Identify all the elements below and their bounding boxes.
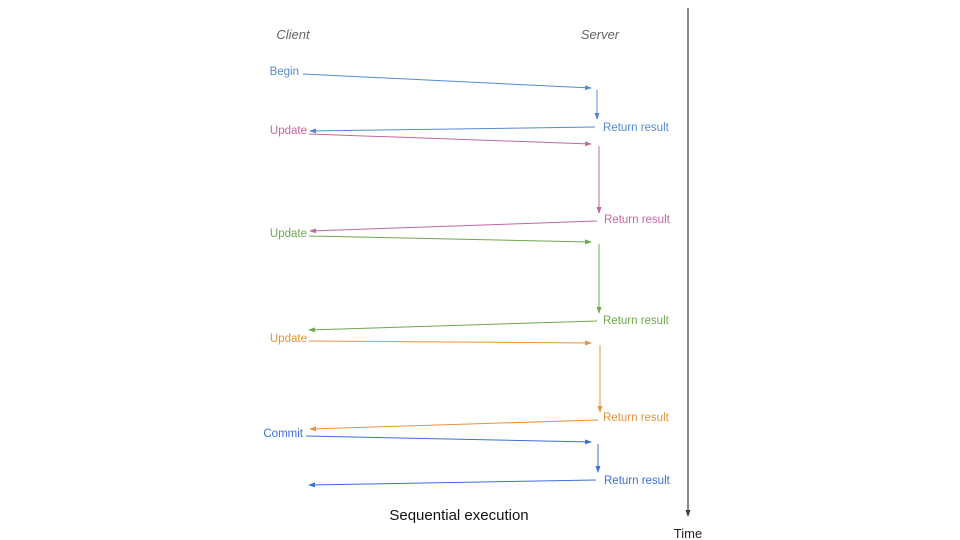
response-arrow — [308, 320, 598, 333]
client-lane-header: Client — [276, 27, 310, 42]
request-arrow — [305, 435, 592, 445]
result-label: Return result — [604, 214, 671, 226]
server-lane-header: Server — [580, 27, 620, 42]
time-axis-label: Time — [673, 526, 703, 540]
request-arrow — [308, 340, 592, 346]
result-label: Return result — [603, 315, 670, 327]
action-label: Begin — [270, 66, 299, 78]
response-arrow — [309, 220, 598, 234]
request-arrow — [308, 133, 592, 147]
result-label: Return result — [604, 475, 671, 487]
diagram-title: Sequential execution — [389, 507, 529, 524]
action-label: Update — [270, 333, 307, 345]
action-label: Commit — [263, 428, 303, 440]
result-label: Return result — [603, 412, 670, 424]
result-label: Return result — [603, 122, 670, 134]
response-arrow — [309, 126, 596, 134]
request-arrow — [302, 73, 592, 91]
response-arrow — [308, 479, 597, 488]
response-arrow — [309, 419, 599, 432]
request-arrow — [308, 235, 592, 245]
action-label: Update — [270, 228, 307, 240]
action-label: Update — [270, 125, 307, 137]
